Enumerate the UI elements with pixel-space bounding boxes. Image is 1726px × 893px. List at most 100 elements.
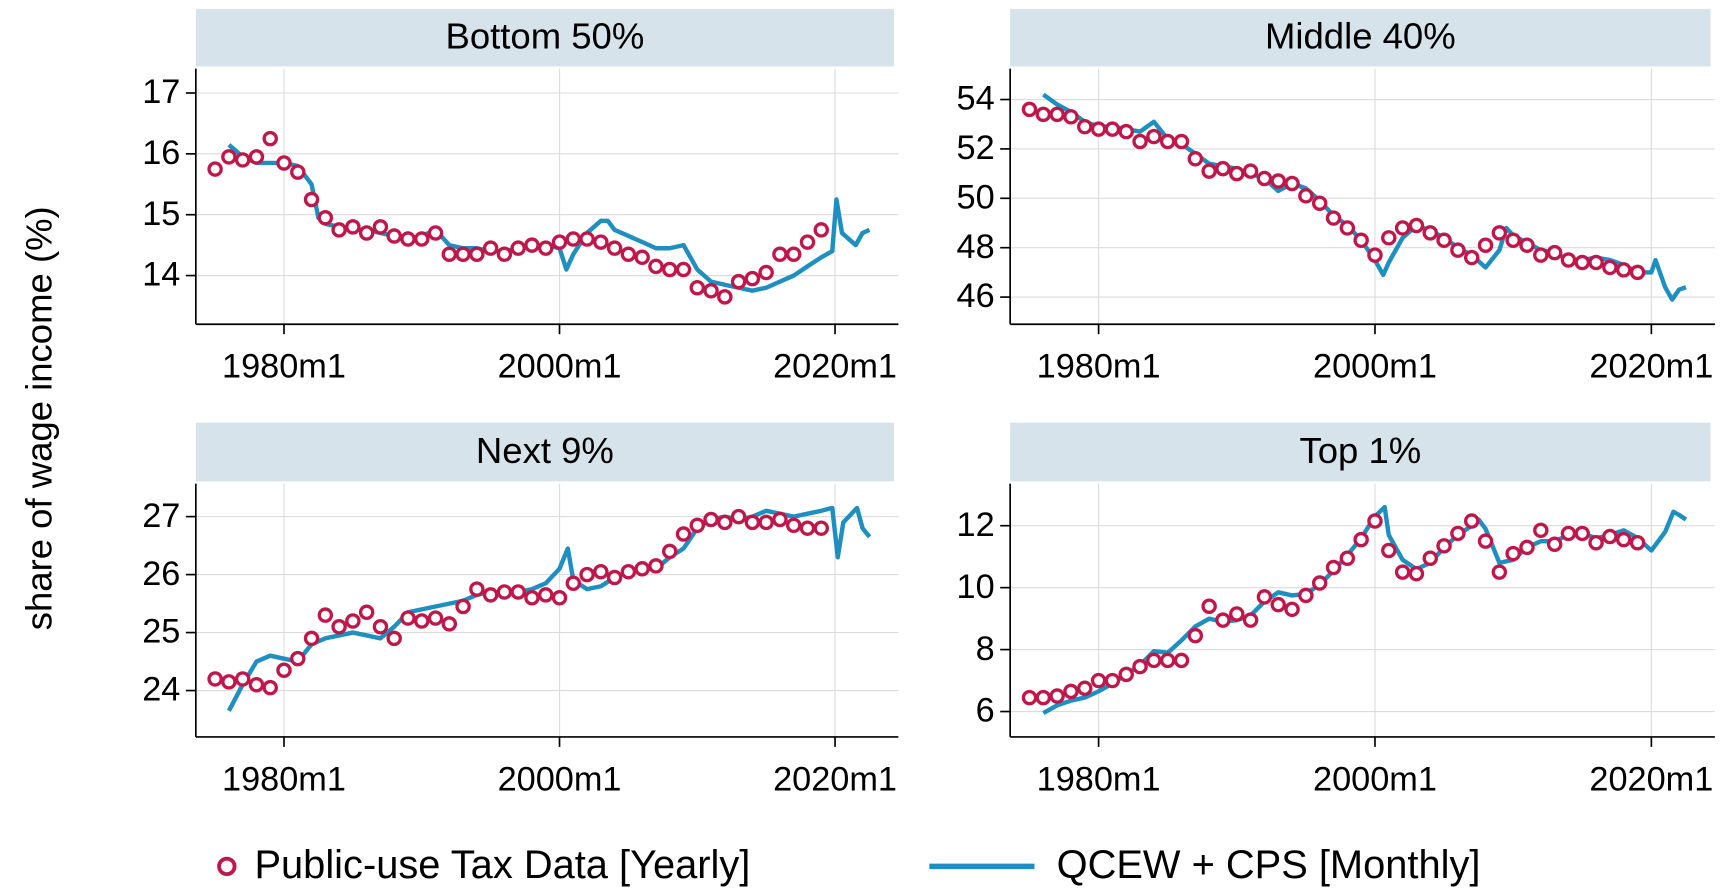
data-point (234, 152, 251, 168)
y-tick-label: 6 (976, 692, 995, 730)
data-point (648, 258, 664, 275)
data-point (1118, 666, 1134, 683)
data-point (675, 526, 692, 542)
data-point (717, 514, 733, 531)
data-point (262, 130, 278, 147)
data-point (386, 630, 402, 647)
data-point (1519, 237, 1535, 253)
data-point (1408, 565, 1425, 582)
x-tick-label: 1980m1 (222, 760, 346, 798)
series-line (226, 505, 872, 712)
data-point (703, 283, 719, 299)
data-point (1477, 533, 1494, 549)
data-point (345, 613, 361, 629)
panel: Next 9% 24 25 26 27 1980m1 2000m1 2020m1 (142, 422, 899, 798)
data-point (1298, 587, 1314, 604)
y-tick-label: 12 (957, 506, 995, 544)
x-tick-label: 2020m1 (1589, 348, 1713, 386)
y-tick-label: 54 (957, 80, 995, 118)
x-tick-label: 2000m1 (1313, 348, 1437, 386)
data-point (1090, 121, 1107, 137)
data-point (441, 616, 458, 632)
x-tick-label: 2000m1 (498, 348, 622, 386)
panel: Middle 40% 46 48 50 52 54 1980m1 2000m1 2020m1 (957, 8, 1715, 386)
data-point (372, 219, 389, 235)
data-point (703, 511, 719, 528)
data-point (1588, 534, 1604, 551)
data-point (1422, 550, 1439, 566)
data-point (276, 662, 292, 679)
data-point (1132, 658, 1148, 675)
data-point (744, 514, 761, 531)
data-point (565, 575, 582, 592)
data-point (1215, 612, 1231, 628)
data-point (606, 569, 623, 586)
data-point (1090, 672, 1107, 689)
data-point (1325, 210, 1342, 226)
data-point (661, 543, 678, 560)
data-point (1367, 513, 1383, 529)
data-point (785, 517, 802, 534)
data-point (1311, 575, 1328, 591)
data-point (496, 584, 513, 600)
data-point (1477, 237, 1494, 253)
data-point (1118, 123, 1134, 140)
data-point (537, 240, 554, 256)
data-point (303, 630, 320, 647)
data-point (1104, 672, 1121, 689)
data-point (689, 279, 706, 296)
data-point (813, 222, 830, 238)
data-point (1063, 683, 1079, 700)
data-point (1381, 230, 1397, 246)
data-point (1049, 688, 1065, 704)
y-tick-label: 52 (957, 129, 995, 167)
data-point (1408, 217, 1425, 234)
data-point (331, 619, 347, 635)
data-point (1159, 652, 1176, 669)
y-tick-label: 25 (142, 613, 180, 651)
data-point (262, 679, 278, 696)
data-point (510, 240, 526, 256)
data-point (345, 219, 361, 235)
legend-marker (217, 856, 237, 877)
data-point (1450, 242, 1466, 258)
data-point (372, 619, 389, 635)
panel-strip (195, 8, 894, 67)
data-point (758, 264, 774, 281)
y-tick-label: 17 (142, 73, 180, 111)
data-point (1063, 109, 1079, 125)
data-point (1270, 596, 1286, 613)
data-point (1298, 188, 1314, 204)
panel-title: Next 9% (476, 430, 614, 471)
data-point (1353, 531, 1369, 548)
panel-strip (1010, 8, 1711, 67)
data-point (207, 161, 223, 177)
data-point (1173, 133, 1190, 150)
data-point (730, 508, 747, 525)
data-point (248, 149, 265, 165)
y-tick-label: 26 (142, 555, 180, 593)
data-point (1311, 195, 1328, 211)
data-point (469, 581, 485, 597)
data-point (1436, 538, 1452, 554)
x-tick-label: 2020m1 (773, 348, 897, 386)
data-point (551, 234, 568, 250)
data-point (634, 561, 650, 577)
data-point (331, 222, 347, 238)
data-point (634, 249, 650, 266)
panel: Bottom 50% 14 15 16 17 1980m1 2000m1 2020m1 (142, 8, 899, 386)
legend-label: Public-use Tax Data [Yearly] (254, 843, 750, 887)
data-point (1519, 539, 1535, 556)
data-point (1187, 151, 1204, 167)
data-point (1159, 133, 1176, 150)
data-point (317, 210, 334, 226)
data-point (593, 234, 609, 250)
y-tick-label: 46 (957, 277, 995, 315)
data-point (1394, 564, 1411, 580)
data-point (1035, 106, 1052, 123)
data-point (469, 246, 485, 263)
data-point (1021, 101, 1038, 118)
data-point (1560, 252, 1577, 268)
data-point (1588, 254, 1604, 271)
data-point (455, 246, 471, 263)
